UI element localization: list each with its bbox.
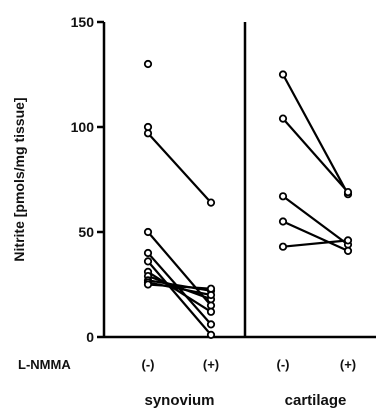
pair-line [147, 231, 212, 307]
data-points [143, 59, 353, 339]
axes [102, 22, 376, 339]
data-point [343, 236, 353, 245]
data-point [143, 59, 153, 69]
data-point [143, 227, 153, 237]
condition-labels: (-) (+) (-) (+) [142, 357, 357, 372]
data-point [206, 284, 216, 293]
condition-label: (-) [277, 357, 290, 372]
y-axis-title: Nitrite [pmols/mg tissue] [11, 97, 27, 261]
y-tick-label: 50 [78, 224, 94, 240]
data-point [206, 198, 216, 207]
data-point [278, 242, 288, 251]
y-tick-label: 100 [71, 119, 95, 135]
y-tick-label: 0 [86, 329, 94, 345]
data-point [343, 188, 353, 197]
pair-line [282, 117, 349, 193]
pair-line [282, 195, 349, 246]
group-label: cartilage [285, 392, 347, 409]
pair-line [282, 73, 349, 195]
data-point [278, 217, 288, 226]
data-point [206, 330, 216, 339]
condition-label: (+) [203, 357, 219, 372]
data-point [278, 70, 288, 79]
pair-line [147, 270, 212, 313]
y-ticks: 0 50 100 150 [71, 14, 104, 345]
data-point [343, 246, 353, 255]
pair-line [282, 220, 349, 252]
data-point [143, 257, 153, 266]
data-point [143, 248, 153, 258]
data-point [206, 320, 216, 329]
data-point [278, 192, 288, 201]
treatment-label: L-NMMA [18, 357, 71, 372]
data-point [278, 114, 288, 123]
pair-line [147, 260, 212, 336]
pair-line [147, 132, 212, 204]
data-point [143, 280, 153, 289]
data-point [206, 307, 216, 316]
pair-line [147, 283, 212, 290]
paired-series [147, 73, 349, 336]
group-label: synovium [144, 392, 214, 409]
condition-label: (-) [142, 357, 155, 372]
condition-label: (+) [340, 357, 356, 372]
pair-line [282, 239, 349, 248]
data-point [143, 122, 153, 132]
y-tick-label: 150 [71, 14, 95, 30]
group-labels: synovium cartilage [144, 392, 346, 409]
